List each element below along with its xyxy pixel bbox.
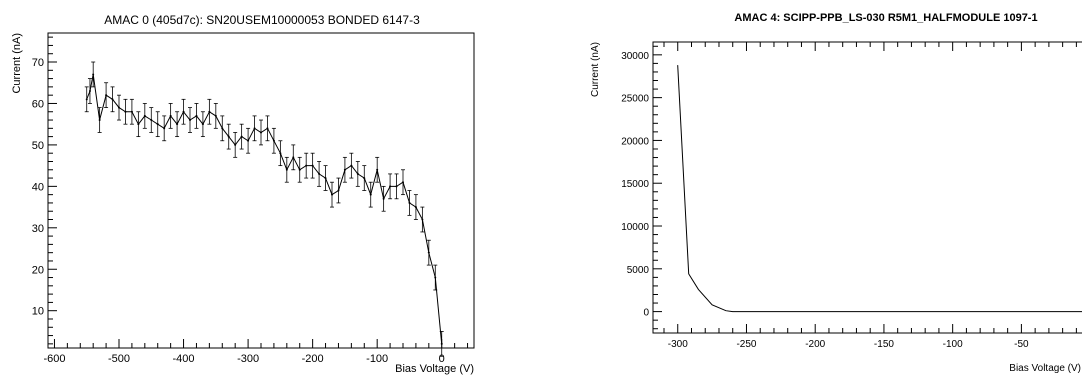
data-point (247, 139, 250, 142)
data-point (85, 98, 88, 101)
current-vs-voltage-chart-amac4: AMAC 4: SCIPP-PPB_LS-030 R5M1_HALFMODULE… (590, 12, 1082, 374)
x-tick-label: -250 (736, 339, 756, 350)
y-tick-label: 70 (32, 57, 44, 69)
data-point (337, 189, 340, 192)
data-point (440, 342, 443, 345)
data-point (92, 73, 95, 76)
x-tick-label: -400 (173, 353, 195, 365)
data-point (408, 201, 411, 204)
data-point (427, 251, 430, 254)
data-point (201, 123, 204, 126)
y-axis-label: Current (nA) (590, 42, 601, 97)
data-point (305, 164, 308, 167)
data-point (118, 106, 120, 109)
chart-panel-left: AMAC 0 (405d7c): SN20USEM10000053 BONDED… (0, 0, 541, 376)
data-point (324, 177, 327, 180)
current-vs-voltage-chart-amac0: AMAC 0 (405d7c): SN20USEM10000053 BONDED… (11, 13, 475, 375)
data-point (285, 168, 288, 171)
y-tick-label: 20 (32, 264, 44, 276)
data-point (182, 110, 185, 113)
y-tick-label: 5000 (627, 265, 650, 276)
data-point (363, 177, 366, 180)
x-tick-label: -100 (366, 353, 388, 365)
chart-title: AMAC 0 (405d7c): SN20USEM10000053 BONDED… (104, 13, 420, 27)
y-tick-label: 60 (32, 98, 44, 110)
x-tick-label: -600 (43, 353, 65, 365)
data-point (240, 135, 243, 138)
data-point (221, 127, 224, 130)
data-point (176, 123, 179, 126)
x-tick-label: -200 (805, 339, 825, 350)
data-point (376, 168, 379, 171)
data-point (189, 119, 191, 122)
chart-panel-right: AMAC 4: SCIPP-PPB_LS-030 R5M1_HALFMODULE… (541, 0, 1082, 376)
data-point (395, 185, 398, 188)
data-point (214, 114, 217, 117)
data-point (88, 90, 91, 93)
data-point (130, 110, 133, 113)
data-point (150, 119, 153, 122)
y-tick-label: 30000 (621, 51, 649, 62)
data-point (414, 206, 417, 209)
data-point (298, 168, 301, 171)
data-point (421, 218, 424, 221)
data-point (208, 110, 211, 113)
data-point (343, 168, 346, 171)
data-point (382, 197, 385, 200)
data-point (253, 127, 256, 130)
y-tick-label: 40 (32, 181, 44, 193)
y-axis-label: Current (nA) (11, 33, 23, 94)
chart-title: AMAC 4: SCIPP-PPB_LS-030 R5M1_HALFMODULE… (734, 12, 1037, 24)
plot-frame (652, 41, 1082, 334)
data-point (272, 139, 275, 142)
data-point (195, 114, 198, 117)
data-point (98, 119, 101, 122)
data-point (111, 98, 114, 101)
data-point (137, 123, 140, 126)
data-point (260, 131, 262, 134)
data-point (234, 143, 237, 146)
y-tick-label: 15000 (621, 179, 649, 190)
y-tick-label: 10 (32, 306, 44, 318)
data-point (156, 123, 159, 126)
data-point (402, 181, 404, 184)
data-point (124, 110, 127, 113)
x-tick-label: -100 (943, 339, 963, 350)
data-point (318, 172, 321, 175)
data-point (163, 127, 166, 130)
data-point (331, 193, 333, 196)
data-point (169, 114, 172, 117)
series-line (86, 74, 443, 344)
x-tick-label: -300 (237, 353, 259, 365)
data-point (292, 156, 295, 159)
data-point (350, 164, 353, 167)
y-tick-label: 20000 (621, 136, 649, 147)
x-tick-label: -500 (108, 353, 130, 365)
x-tick-label: -50 (1014, 339, 1029, 350)
x-tick-label: -200 (302, 353, 324, 365)
data-point (389, 185, 392, 188)
series-line (677, 65, 1082, 313)
x-tick-label: 0 (439, 353, 445, 365)
data-point (434, 276, 437, 279)
data-point (356, 172, 359, 175)
data-point (369, 193, 372, 196)
x-axis-label: Bias Voltage (V) (1009, 363, 1081, 374)
data-point (227, 135, 230, 138)
y-tick-label: 50 (32, 140, 44, 152)
x-axis-label: Bias Voltage (V) (395, 363, 474, 375)
y-tick-label: 25000 (621, 94, 649, 105)
data-point (279, 152, 282, 155)
y-tick-label: 0 (643, 308, 649, 319)
data-point (311, 164, 314, 167)
x-tick-label: -150 (874, 339, 894, 350)
y-tick-label: 10000 (621, 222, 649, 233)
y-tick-label: 30 (32, 223, 44, 235)
data-point (143, 114, 146, 117)
data-point (266, 127, 269, 130)
x-tick-label: -300 (668, 339, 688, 350)
data-point (105, 94, 108, 97)
